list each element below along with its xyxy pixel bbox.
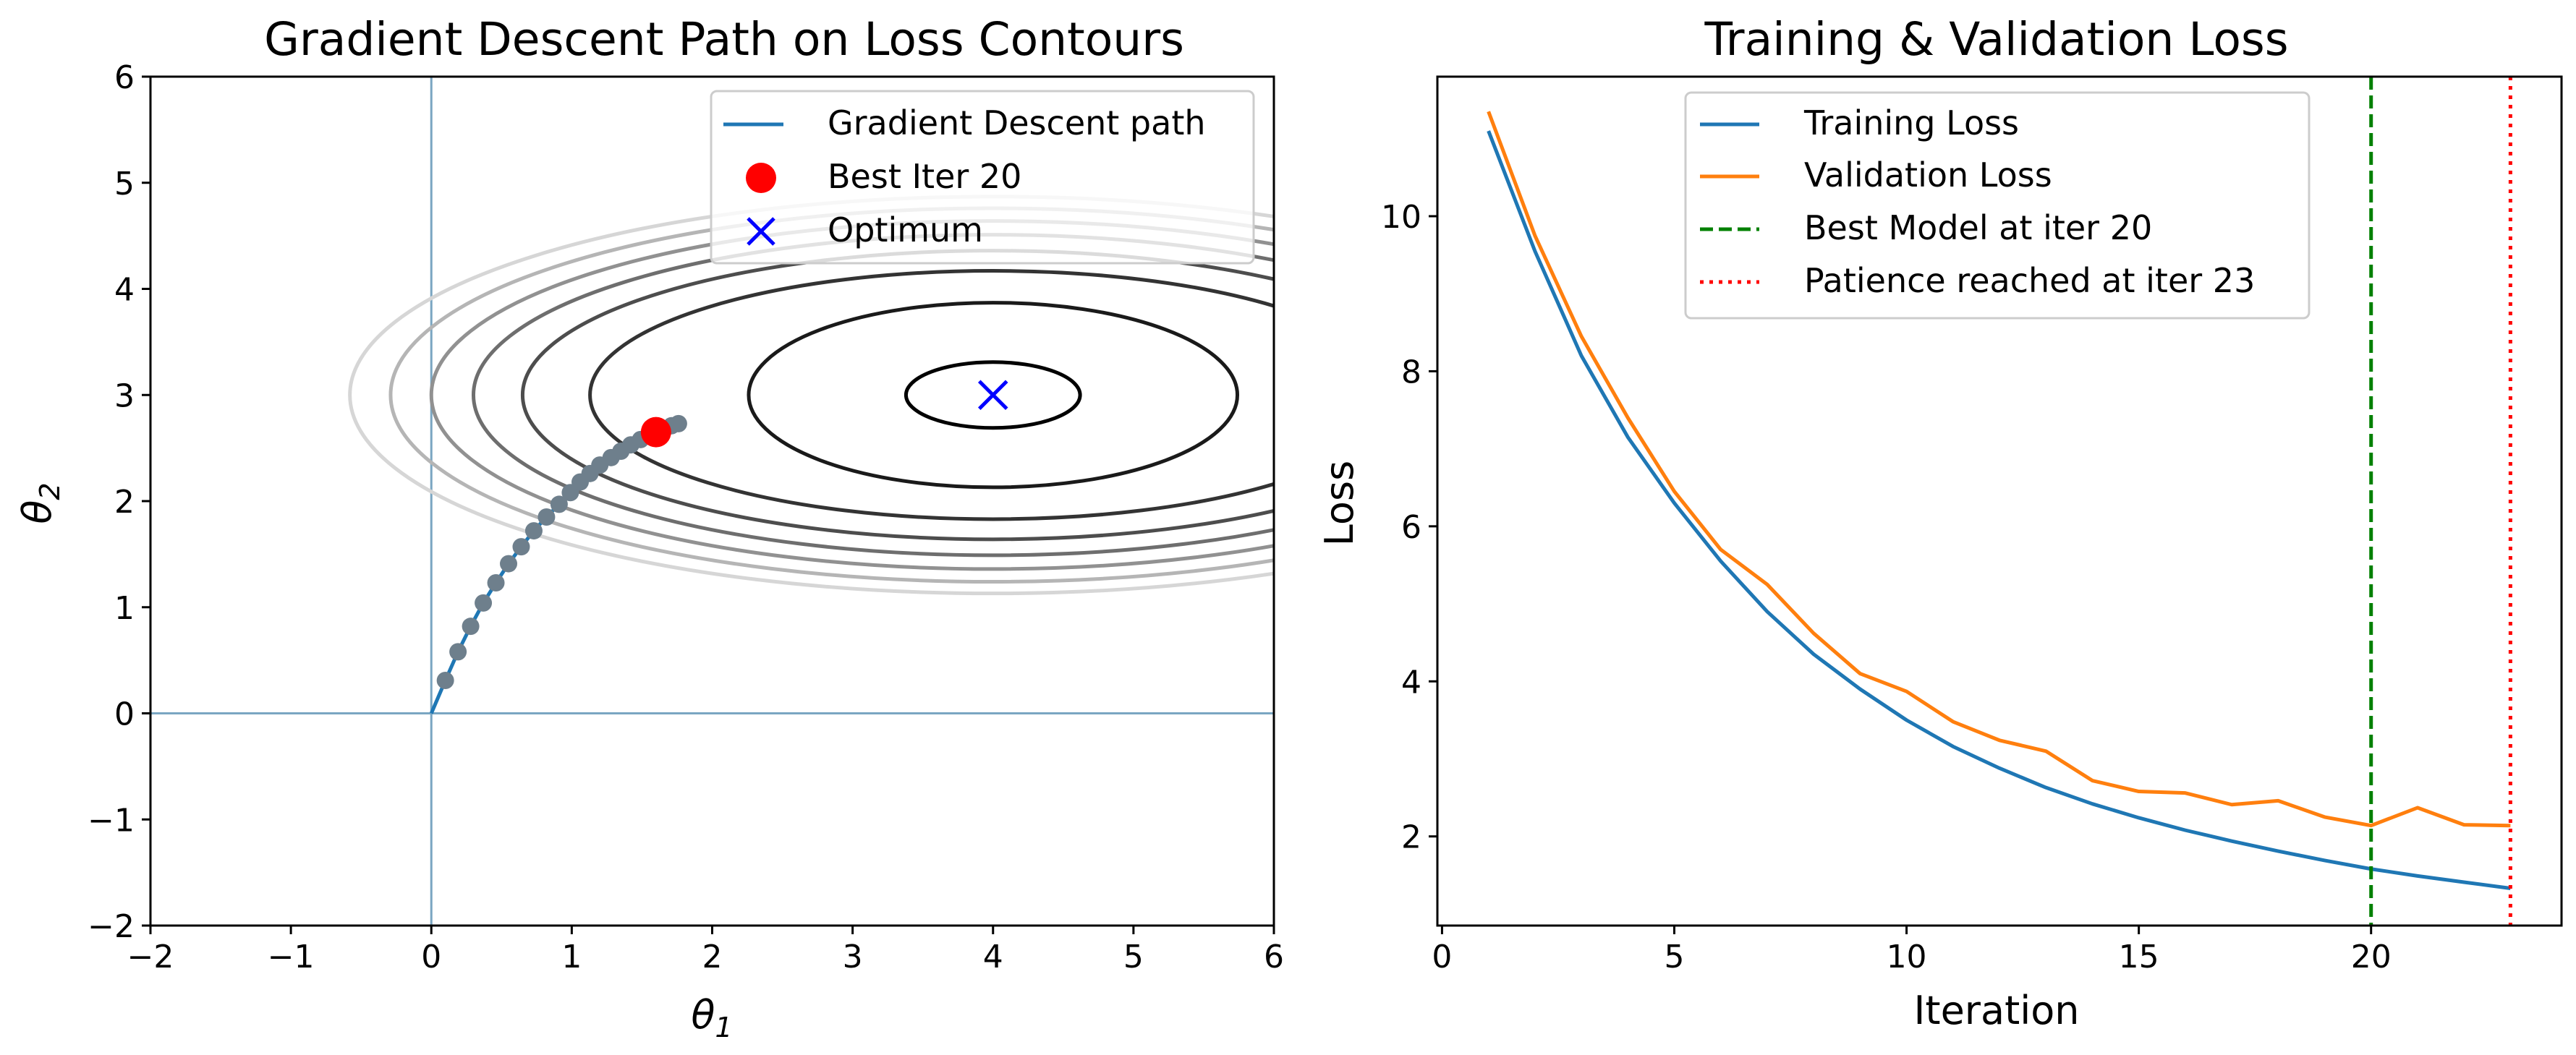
left-chart-title: Gradient Descent Path on Loss Contours	[264, 13, 1184, 66]
legend-label-validation-loss: Validation Loss	[1804, 155, 2052, 195]
right-y-tick-label: 10	[1381, 199, 1421, 236]
optimum-marker	[977, 380, 1008, 411]
left-y-tick-label: 6	[114, 59, 135, 96]
path-point	[524, 522, 543, 540]
right-x-tick-labels: 0 5 10 15 20	[1432, 939, 2391, 975]
path-point	[449, 643, 467, 661]
left-x-tick-label: 0	[421, 939, 441, 975]
right-y-tick-label: 6	[1401, 509, 1421, 546]
path-point	[475, 594, 493, 612]
legend-swatch-optimum	[747, 217, 775, 246]
left-y-tick-label: 1	[114, 590, 135, 627]
left-y-tick-labels: −2 −1 0 1 2 3 4 5 6	[88, 59, 135, 945]
right-x-tick-label: 15	[2119, 939, 2159, 975]
right-legend-frame	[1684, 91, 2311, 320]
left-x-tick-label: 1	[561, 939, 582, 975]
contour-panel: Gradient Descent Path on Loss Contours −…	[14, 13, 1284, 1043]
loss-panel: Training & Validation Loss 0 5 10 15 20 2 4 6 8…	[1317, 13, 2563, 1033]
left-y-tick-label: 4	[114, 272, 135, 309]
validation-loss-line	[1487, 111, 2511, 828]
left-x-tick-label: 5	[1123, 939, 1144, 975]
legend-label-optimum: Optimum	[828, 210, 983, 249]
left-x-tick-label: 4	[983, 939, 1003, 975]
legend-label-best-model: Best Model at iter 20	[1804, 208, 2152, 247]
left-x-tick-labels: −2 −1 0 1 2 3 4 5 6	[127, 939, 1284, 975]
left-y-tick-label: 0	[114, 696, 135, 733]
contour-level-3	[588, 269, 1274, 521]
loss-plot-area	[1429, 75, 2563, 934]
legend-label-gd-path: Gradient Descent path	[828, 103, 1206, 142]
right-y-tick-labels: 2 4 6 8 10	[1381, 199, 1421, 856]
right-x-tick-label: 20	[2351, 939, 2392, 975]
contour-level-2	[747, 301, 1240, 490]
right-y-tick-label: 8	[1401, 354, 1421, 390]
right-x-tick-label: 10	[1887, 939, 1927, 975]
training-loss-line	[1487, 130, 2511, 891]
left-y-tick-label: 5	[114, 166, 135, 202]
path-point	[487, 573, 505, 591]
right-axes-frame	[1436, 75, 2563, 927]
legend-swatch-best-iter	[746, 163, 776, 193]
right-x-tick-label: 5	[1664, 939, 1684, 975]
right-chart-title: Training & Validation Loss	[1704, 13, 2288, 66]
right-y-tick-label: 4	[1401, 664, 1421, 701]
left-y-tick-label: −1	[88, 802, 135, 839]
left-x-tick-label: −2	[127, 939, 174, 975]
contour-level-1	[904, 360, 1082, 430]
left-x-tick-label: 2	[702, 939, 723, 975]
path-point	[550, 495, 568, 513]
right-x-axis-label: Iteration	[1913, 988, 2079, 1033]
right-y-axis-label: Loss	[1317, 461, 1362, 546]
path-point	[537, 508, 556, 526]
right-y-tick-label: 2	[1401, 819, 1421, 856]
left-y-axis-label: θ2	[14, 482, 66, 524]
left-x-tick-label: −1	[268, 939, 315, 975]
left-legend-frame	[710, 90, 1255, 265]
legend-label-training-loss: Training Loss	[1803, 103, 2019, 142]
left-x-tick-label: 3	[843, 939, 863, 975]
left-y-tick-label: 2	[114, 484, 135, 521]
left-legend: Gradient Descent path Best Iter 20 Optim…	[710, 90, 1255, 265]
left-x-axis-label: θ1	[691, 992, 732, 1043]
left-y-tick-label: −2	[88, 908, 135, 945]
path-point	[500, 555, 518, 573]
legend-label-best-iter: Best Iter 20	[828, 157, 1021, 196]
path-point	[512, 538, 530, 556]
path-point	[669, 414, 687, 432]
path-point	[462, 618, 480, 636]
left-x-tick-label: 6	[1264, 939, 1284, 975]
optimum-stroke	[977, 380, 1008, 411]
path-point	[436, 672, 454, 690]
legend-label-patience: Patience reached at iter 23	[1804, 261, 2255, 300]
left-y-tick-label: 3	[114, 377, 135, 414]
gradient-descent-path-line	[429, 422, 679, 714]
right-legend: Training Loss Validation Loss Best Model…	[1684, 91, 2311, 320]
best-iter-marker	[640, 417, 671, 448]
right-x-tick-label: 0	[1432, 939, 1452, 975]
